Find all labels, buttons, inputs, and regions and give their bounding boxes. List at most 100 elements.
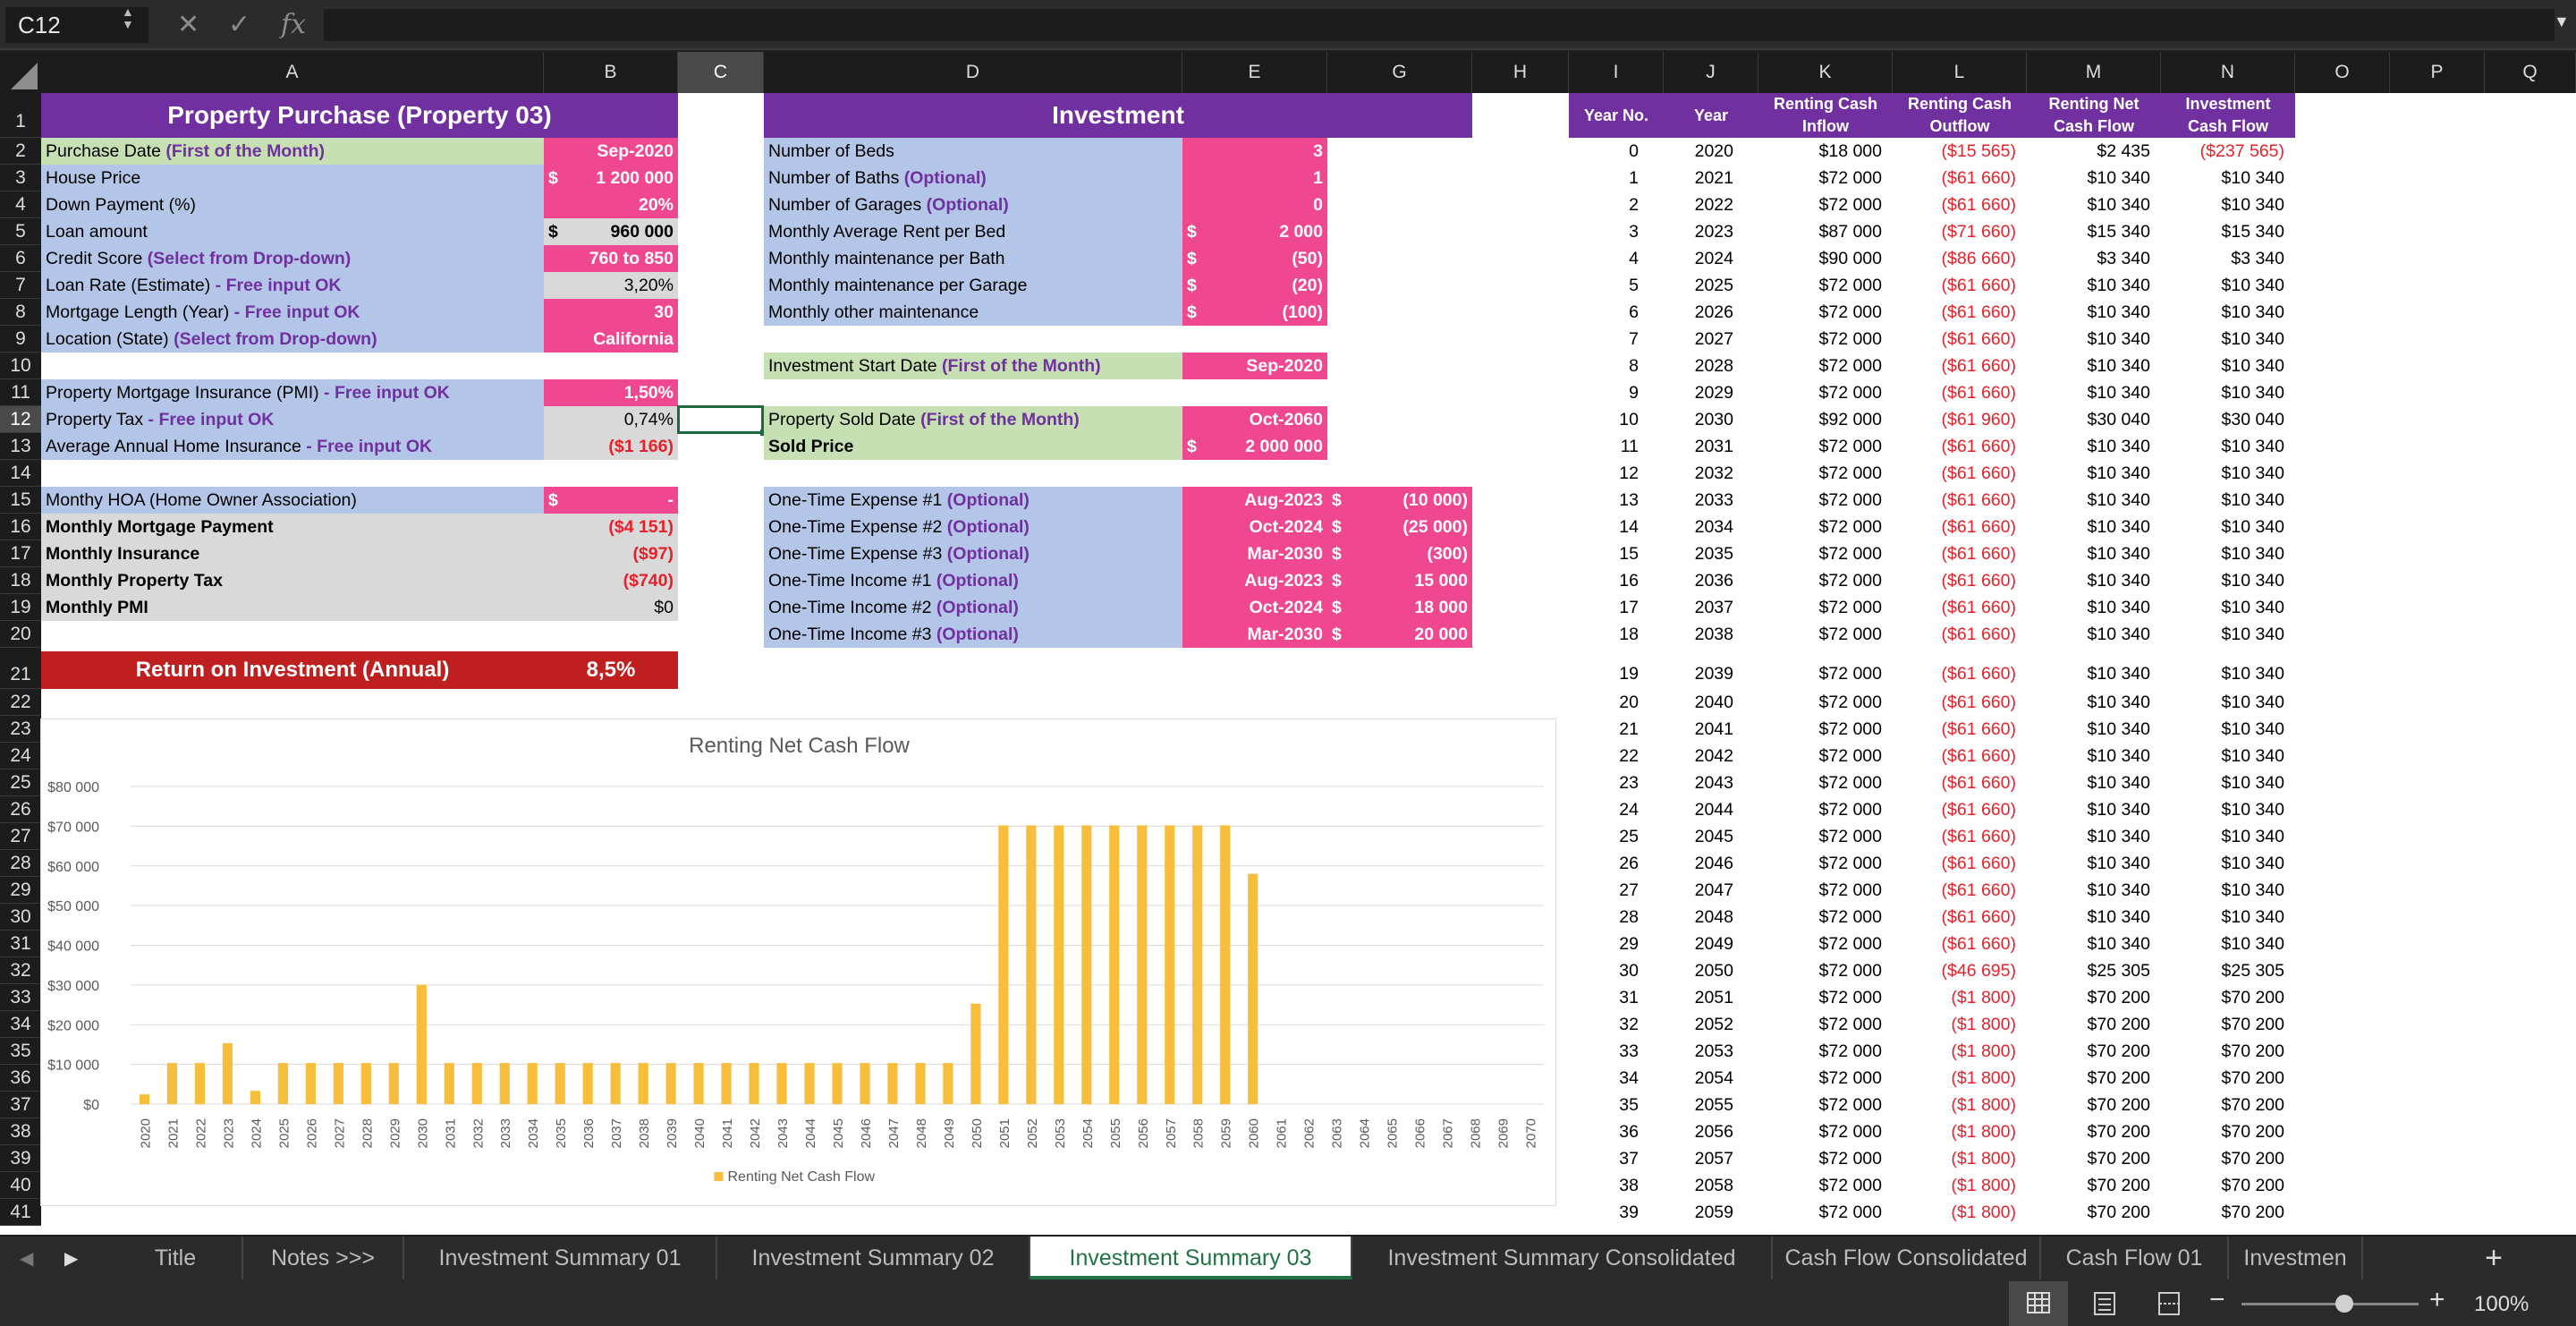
cash-cell-l[interactable]: ($61 660) xyxy=(1941,302,2016,322)
row-header-19[interactable]: 19 xyxy=(0,594,41,621)
cash-cell-k[interactable]: $72 000 xyxy=(1818,664,1883,684)
cash-cell-i[interactable]: 8 xyxy=(1629,356,1639,376)
cash-cell-m[interactable]: $10 340 xyxy=(2087,854,2151,873)
cash-cell-i[interactable]: 16 xyxy=(1619,571,1639,591)
cash-cell-i[interactable]: 34 xyxy=(1619,1068,1639,1088)
value-18[interactable]: ($740) xyxy=(544,567,678,594)
investment-value-8[interactable]: $ (100) xyxy=(1182,299,1327,326)
cash-cell-n[interactable]: $70 200 xyxy=(2221,1068,2285,1088)
zoom-slider-thumb[interactable] xyxy=(2334,1295,2353,1313)
cash-cell-i[interactable]: 13 xyxy=(1619,490,1639,510)
cash-cell-n[interactable]: $10 340 xyxy=(2221,463,2285,483)
cash-cell-j[interactable]: 2059 xyxy=(1694,1203,1733,1222)
row-header-6[interactable]: 6 xyxy=(0,245,41,272)
label-12[interactable]: Property Tax - Free input OK xyxy=(41,406,544,433)
cash-cell-m[interactable]: $10 340 xyxy=(2087,907,2151,927)
investment-value-3[interactable]: 1 xyxy=(1182,165,1327,191)
cash-cell-k[interactable]: $72 000 xyxy=(1818,1149,1883,1169)
cash-cell-l[interactable]: ($61 660) xyxy=(1941,517,2016,537)
cash-cell-j[interactable]: 2023 xyxy=(1694,222,1733,242)
cash-cell-j[interactable]: 2022 xyxy=(1694,195,1733,215)
cash-cell-j[interactable]: 2047 xyxy=(1694,880,1733,900)
cancel-icon[interactable]: ✕ xyxy=(177,10,200,39)
sold-price-label[interactable]: Sold Price xyxy=(764,433,1182,460)
cash-cell-k[interactable]: $72 000 xyxy=(1818,383,1883,403)
one-time-date-18[interactable]: Aug-2023 xyxy=(1182,567,1327,594)
row-header-37[interactable]: 37 xyxy=(0,1092,41,1118)
cash-cell-m[interactable]: $10 340 xyxy=(2087,880,2151,900)
fx-icon[interactable]: fx xyxy=(281,9,307,40)
cash-cell-k[interactable]: $72 000 xyxy=(1818,1203,1883,1222)
label-15[interactable]: Monthy HOA (Home Owner Association) xyxy=(41,487,544,514)
cash-cell-i[interactable]: 0 xyxy=(1629,141,1639,161)
cash-cell-l[interactable]: ($1 800) xyxy=(1951,1041,2016,1061)
value-15[interactable]: $ - xyxy=(544,487,678,514)
cash-cell-m[interactable]: $70 200 xyxy=(2087,1203,2151,1222)
one-time-amount-18[interactable]: $15 000 xyxy=(1327,567,1472,594)
cash-cell-k[interactable]: $72 000 xyxy=(1818,625,1883,644)
investment-label-7[interactable]: Monthly maintenance per Garage xyxy=(764,272,1182,299)
cash-cell-i[interactable]: 25 xyxy=(1619,827,1639,846)
cash-cell-l[interactable]: ($61 660) xyxy=(1941,773,2016,793)
cash-cell-j[interactable]: 2044 xyxy=(1694,800,1733,820)
cash-cell-m[interactable]: $15 340 xyxy=(2087,222,2151,242)
cash-cell-m[interactable]: $10 340 xyxy=(2087,195,2151,215)
cash-cell-i[interactable]: 15 xyxy=(1619,544,1639,564)
label-11[interactable]: Property Mortgage Insurance (PMI) - Free… xyxy=(41,379,544,406)
cash-cell-n[interactable]: $10 340 xyxy=(2221,329,2285,349)
value-4[interactable]: 20% xyxy=(544,191,678,218)
cash-cell-n[interactable]: $10 340 xyxy=(2221,907,2285,927)
label-9[interactable]: Location (State) (Select from Drop-down) xyxy=(41,326,544,353)
cash-cell-n[interactable]: $10 340 xyxy=(2221,356,2285,376)
cash-cell-k[interactable]: $72 000 xyxy=(1818,437,1883,456)
investment-value-5[interactable]: $2 000 xyxy=(1182,218,1327,245)
cash-cell-i[interactable]: 1 xyxy=(1629,168,1639,188)
cash-header-l[interactable]: Renting Cash Outflow xyxy=(1893,93,2027,138)
cash-cell-k[interactable]: $72 000 xyxy=(1818,1095,1883,1115)
label-18[interactable]: Monthly Property Tax xyxy=(41,567,544,594)
cash-cell-k[interactable]: $72 000 xyxy=(1818,1068,1883,1088)
cash-cell-l[interactable]: ($61 660) xyxy=(1941,907,2016,927)
cash-cell-i[interactable]: 5 xyxy=(1629,276,1639,295)
cash-cell-m[interactable]: $70 200 xyxy=(2087,1068,2151,1088)
row-header-26[interactable]: 26 xyxy=(0,796,41,823)
cash-cell-k[interactable]: $72 000 xyxy=(1818,598,1883,617)
cash-cell-n[interactable]: $3 340 xyxy=(2231,249,2284,268)
sheet-tab-6[interactable]: Investment Summary Consolidated xyxy=(1352,1237,1773,1279)
formula-expand-icon[interactable]: ▼ xyxy=(2554,13,2570,30)
cash-cell-i[interactable]: 30 xyxy=(1619,961,1639,981)
column-header-o[interactable]: O xyxy=(2295,52,2390,93)
cash-cell-l[interactable]: ($61 660) xyxy=(1941,746,2016,766)
one-time-date-17[interactable]: Mar-2030 xyxy=(1182,540,1327,567)
row-header-34[interactable]: 34 xyxy=(0,1011,41,1038)
zoom-slider[interactable] xyxy=(2241,1295,2419,1313)
cash-cell-j[interactable]: 2035 xyxy=(1694,544,1733,564)
roi-value[interactable]: 8,5% xyxy=(544,651,678,689)
cash-cell-m[interactable]: $10 340 xyxy=(2087,302,2151,322)
cash-cell-m[interactable]: $10 340 xyxy=(2087,934,2151,954)
cash-cell-k[interactable]: $72 000 xyxy=(1818,934,1883,954)
sheet-tab-2[interactable]: Notes >>> xyxy=(243,1237,404,1279)
cash-cell-j[interactable]: 2026 xyxy=(1694,302,1733,322)
cash-cell-n[interactable]: $10 340 xyxy=(2221,719,2285,739)
cash-cell-m[interactable]: $10 340 xyxy=(2087,664,2151,684)
cash-cell-k[interactable]: $72 000 xyxy=(1818,1015,1883,1034)
cash-cell-j[interactable]: 2029 xyxy=(1694,383,1733,403)
cash-cell-n[interactable]: $10 340 xyxy=(2221,800,2285,820)
column-header-l[interactable]: L xyxy=(1893,52,2027,93)
one-time-label-20[interactable]: One-Time Income #3 (Optional) xyxy=(764,621,1182,648)
cash-cell-k[interactable]: $72 000 xyxy=(1818,907,1883,927)
cash-cell-i[interactable]: 21 xyxy=(1619,719,1639,739)
value-5[interactable]: $960 000 xyxy=(544,218,678,245)
cash-cell-l[interactable]: ($61 660) xyxy=(1941,719,2016,739)
cash-cell-j[interactable]: 2030 xyxy=(1694,410,1733,429)
investment-start-date-value[interactable]: Sep-2020 xyxy=(1182,353,1327,379)
cash-cell-i[interactable]: 19 xyxy=(1619,664,1639,684)
cash-cell-l[interactable]: ($1 800) xyxy=(1951,988,2016,1007)
value-16[interactable]: ($4 151) xyxy=(544,514,678,540)
name-box[interactable]: C12 xyxy=(5,7,148,43)
cash-cell-m[interactable]: $10 340 xyxy=(2087,746,2151,766)
cash-cell-k[interactable]: $90 000 xyxy=(1818,249,1883,268)
cash-cell-j[interactable]: 2027 xyxy=(1694,329,1733,349)
cash-cell-j[interactable]: 2050 xyxy=(1694,961,1733,981)
